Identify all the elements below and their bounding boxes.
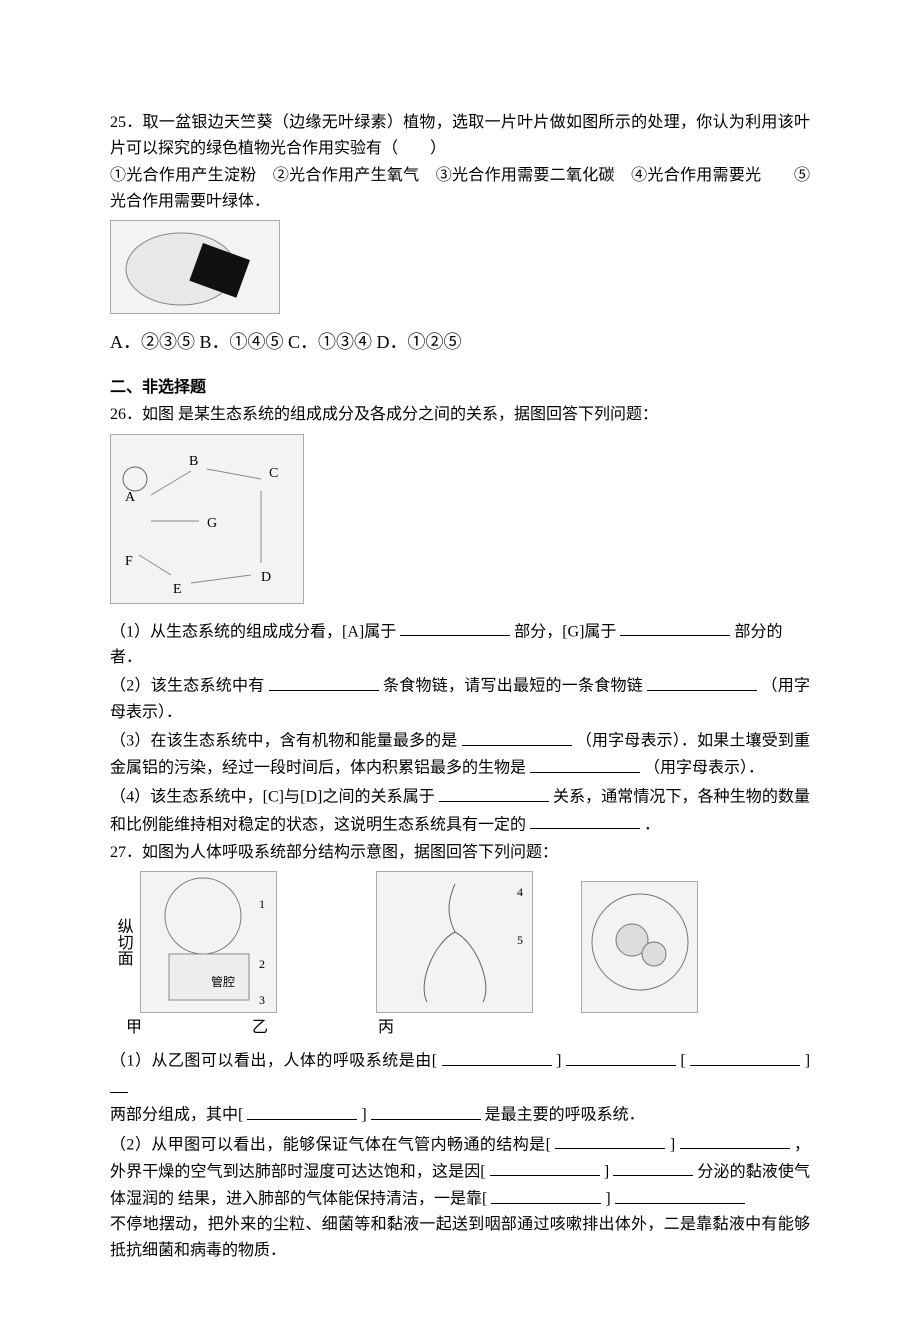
trachea-section-icon: 管腔 1 2 3 [141, 872, 276, 1012]
text: （1）从乙图可以看出，人体的呼吸系统是由[ [110, 1053, 437, 1070]
svg-text:E: E [173, 582, 182, 597]
q27-fig-jia-wrap: 纵切面 管腔 1 2 3 [110, 871, 328, 1013]
text: 部分的 [734, 623, 782, 640]
blank-mucus-num[interactable] [490, 1158, 600, 1177]
svg-text:3: 3 [259, 993, 265, 1007]
text: 部分，[G]属于 [514, 623, 616, 640]
q27-sub1: （1）从乙图可以看出，人体的呼吸系统是由[ ] [ ] 两部分组成，其中[ ] … [110, 1047, 810, 1129]
text: ] [604, 1163, 609, 1180]
q27-fig-jia: 管腔 1 2 3 [140, 871, 277, 1013]
text: 不停地摆动，把外来的尘粒、细菌等和黏液一起送到咽部通过咳嗽排出体外，二是靠黏液中… [110, 1216, 810, 1259]
text: 两部分组成，其中[ [110, 1107, 243, 1124]
svg-text:C: C [269, 466, 278, 481]
label-bing: 丙 [378, 1015, 394, 1041]
blank-cilia-name[interactable] [615, 1185, 745, 1204]
text: （2）从甲图可以看出，能够保证气体在气管内畅通的结构是[ [110, 1136, 551, 1153]
ecosystem-diagram-icon: A B C D E F G [111, 435, 303, 603]
svg-text:A: A [125, 490, 136, 505]
svg-text:4: 4 [517, 885, 523, 899]
blank-shortest-chain[interactable] [647, 672, 757, 691]
text: （1）从生态系统的组成成分看，[A]属于 [110, 623, 396, 640]
q27-fig-bing [581, 881, 698, 1013]
blank-most-energy[interactable] [462, 727, 572, 746]
q26-figure: A B C D E F G [110, 434, 810, 612]
blank-part2-num[interactable] [690, 1047, 800, 1066]
blank-struct-num[interactable] [555, 1131, 665, 1150]
blank-part1-num[interactable] [442, 1047, 552, 1066]
blank-chain-count[interactable] [269, 672, 379, 691]
svg-text:1: 1 [259, 897, 265, 911]
svg-text:D: D [261, 570, 271, 585]
text: ] [556, 1053, 561, 1070]
q27-stem: 27．如图为人体呼吸系统部分结构示意图，据图回答下列问题： [110, 840, 810, 866]
q26-sub2: （2）该生态系统中有 条食物链，请写出最短的一条食物链 （用字母表示）． [110, 672, 810, 725]
q25-stem-line2: ①光合作用产生淀粉 ②光合作用产生氧气 ③光合作用需要二氧化碳 ④光合作用需要光… [110, 163, 810, 214]
text: ] [361, 1107, 366, 1124]
label-yi: 乙 [252, 1015, 268, 1041]
q26-ecosystem-image: A B C D E F G [110, 434, 304, 604]
side-label: 纵切面 [110, 918, 136, 966]
label-jia: 甲 [126, 1015, 142, 1041]
blank-main-name[interactable] [371, 1101, 481, 1120]
text: [ [680, 1053, 685, 1070]
blank-cd-relation[interactable] [439, 783, 549, 802]
text: ． [644, 816, 660, 833]
text: ] [805, 1053, 810, 1070]
text: 者． [110, 649, 142, 666]
text: （用字母表示）． [644, 760, 764, 777]
blank-most-al[interactable] [530, 754, 640, 773]
text: 是最主要的呼吸系统． [485, 1107, 645, 1124]
blank-main-num[interactable] [247, 1101, 357, 1120]
blank-mucus-name[interactable] [613, 1158, 693, 1177]
q27-fig-yi: 4 5 [376, 871, 533, 1013]
blank-cilia-num[interactable] [491, 1185, 601, 1204]
alveoli-icon [582, 882, 697, 1012]
blank-g-part[interactable] [620, 618, 730, 637]
q25-figure [110, 220, 810, 322]
respiratory-system-icon: 4 5 [377, 872, 532, 1012]
svg-text:5: 5 [517, 933, 523, 947]
blank-part1-name[interactable] [566, 1047, 676, 1066]
leaf-diagram-icon [111, 221, 279, 313]
svg-text:2: 2 [259, 957, 265, 971]
text: 条食物链，请写出最短的一条食物链 [383, 678, 643, 695]
text: ] [605, 1191, 610, 1208]
q27-figure-labels: 甲 乙 丙 [126, 1015, 810, 1041]
q26-sub3: （3）在该生态系统中，含有机物和能量最多的是 （用字母表示）．如果土壤受到重金属… [110, 727, 810, 781]
q26-stem: 26．如图 是某生态系统的组成成分及各成分之间的关系，据图回答下列问题： [110, 402, 810, 428]
blank-part2-name[interactable] [110, 1074, 128, 1093]
q27-sub2: （2）从甲图可以看出，能够保证气体在气管内畅通的结构是[ ] ，外界干燥的空气到… [110, 1131, 810, 1264]
svg-text:F: F [125, 554, 133, 569]
section-2-header: 二、非选择题 [110, 375, 810, 401]
text: ] [670, 1136, 675, 1153]
q26-sub4: （4）该生态系统中，[C]与[D]之间的关系属于 关系，通常情况下，各种生物的数… [110, 783, 810, 837]
blank-struct-name[interactable] [680, 1131, 790, 1150]
svg-text:B: B [189, 454, 198, 469]
text: （2）该生态系统中有 [110, 678, 265, 695]
svg-text:管腔: 管腔 [211, 974, 235, 989]
q25-leaf-image [110, 220, 280, 314]
q26-sub1: （1）从生态系统的组成成分看，[A]属于 部分，[G]属于 部分的 者． [110, 618, 810, 671]
blank-stability[interactable] [530, 811, 640, 830]
q25-stem-line1: 25．取一盆银边天竺葵（边缘无叶绿素）植物，选取一片叶片做如图所示的处理，你认为… [110, 110, 810, 161]
svg-text:G: G [207, 516, 217, 531]
blank-a-part[interactable] [400, 618, 510, 637]
text: （3）在该生态系统中，含有机物和能量最多的是 [110, 733, 457, 750]
q25-options: A．②③⑤ B．①④⑤ C．①③④ D．①②⑤ [110, 328, 810, 357]
text: （4）该生态系统中，[C]与[D]之间的关系属于 [110, 789, 435, 806]
q27-figure-row: 纵切面 管腔 1 2 3 4 5 [110, 871, 810, 1013]
